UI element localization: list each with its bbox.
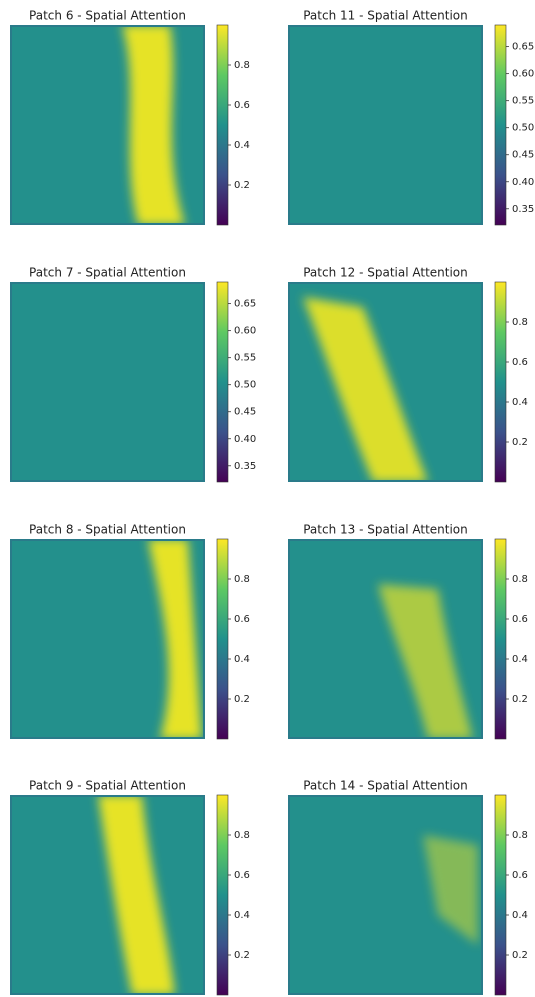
colorbar-tick-label: 0.2 bbox=[512, 437, 528, 448]
panel: Patch 12 - Spatial Attention 0.2 0.4 0.6 0.8 bbox=[288, 266, 528, 483]
heatmap-frame bbox=[288, 25, 483, 225]
colorbar-tick-label: 0.40 bbox=[512, 177, 534, 188]
panel-title: Patch 6 - Spatial Attention bbox=[29, 9, 186, 23]
heatmap-image bbox=[288, 795, 483, 995]
colorbar bbox=[216, 281, 229, 483]
colorbar-tick-label: 0.6 bbox=[234, 614, 250, 625]
panel-title: Patch 12 - Spatial Attention bbox=[303, 266, 468, 280]
heatmap-frame bbox=[10, 795, 205, 995]
panel: Patch 6 - Spatial Attention 0.2 0.4 0.6 0.8 bbox=[10, 9, 250, 226]
colorbar-tick-label: 0.2 bbox=[512, 950, 528, 961]
heatmap-image bbox=[10, 25, 205, 225]
panel: Patch 11 - Spatial Attention 0.35 0.40 0.45… bbox=[288, 9, 534, 226]
heatmap-image bbox=[10, 795, 205, 995]
colorbar-tick-label: 0.2 bbox=[234, 950, 250, 961]
attention-region bbox=[378, 584, 473, 739]
panel: Patch 8 - Spatial Attention 0.2 0.4 0.6 0.8 bbox=[10, 523, 250, 740]
heatmap-image bbox=[10, 539, 205, 739]
attention-region bbox=[423, 835, 478, 945]
colorbar-tick-label: 0.65 bbox=[234, 299, 256, 310]
heatmap-frame bbox=[10, 282, 205, 482]
attention-region bbox=[148, 539, 202, 739]
colorbar-tick-label: 0.8 bbox=[512, 574, 528, 585]
colorbar-tick-label: 0.2 bbox=[234, 694, 250, 705]
colorbar bbox=[494, 794, 507, 996]
colorbar-tick-label: 0.6 bbox=[234, 100, 250, 111]
colorbar bbox=[216, 24, 229, 226]
panel-title: Patch 14 - Spatial Attention bbox=[303, 779, 468, 793]
colorbar-tick-label: 0.55 bbox=[234, 353, 256, 364]
panel-title: Patch 11 - Spatial Attention bbox=[303, 9, 468, 23]
colorbar-tick-label: 0.65 bbox=[512, 42, 534, 53]
colorbar-tick-label: 0.35 bbox=[512, 204, 534, 215]
colorbar-tick-label: 0.4 bbox=[234, 654, 250, 665]
heatmap-frame bbox=[288, 539, 483, 739]
panel: Patch 9 - Spatial Attention 0.2 0.4 0.6 0.8 bbox=[10, 779, 250, 996]
panel-title: Patch 13 - Spatial Attention bbox=[303, 523, 468, 537]
colorbar bbox=[494, 24, 507, 226]
heatmap-image bbox=[10, 282, 205, 482]
heatmap-frame bbox=[288, 282, 483, 482]
colorbar-tick-label: 0.8 bbox=[512, 317, 528, 328]
colorbar-tick-label: 0.6 bbox=[512, 870, 528, 881]
attention-region bbox=[122, 25, 185, 225]
heatmap-background bbox=[288, 25, 483, 225]
colorbar-tick-label: 0.6 bbox=[512, 614, 528, 625]
heatmap-frame bbox=[10, 539, 205, 739]
panel-title: Patch 7 - Spatial Attention bbox=[29, 266, 186, 280]
colorbar-tick-label: 0.45 bbox=[512, 150, 534, 161]
colorbar-tick-label: 0.8 bbox=[512, 830, 528, 841]
colorbar-tick-label: 0.6 bbox=[512, 357, 528, 368]
colorbar-tick-label: 0.2 bbox=[512, 694, 528, 705]
colorbar-tick-label: 0.4 bbox=[512, 397, 528, 408]
colorbar-tick-label: 0.4 bbox=[234, 910, 250, 921]
heatmap-frame bbox=[288, 795, 483, 995]
attention-region bbox=[303, 297, 428, 482]
colorbar bbox=[494, 538, 507, 740]
colorbar-tick-label: 0.55 bbox=[512, 96, 534, 107]
panel-title: Patch 9 - Spatial Attention bbox=[29, 779, 186, 793]
heatmap-background bbox=[10, 282, 205, 482]
colorbar-tick-label: 0.50 bbox=[234, 380, 256, 391]
colorbar-tick-label: 0.4 bbox=[234, 140, 250, 151]
colorbar-tick-label: 0.35 bbox=[234, 461, 256, 472]
colorbar-tick-label: 0.60 bbox=[234, 326, 256, 337]
heatmap-frame bbox=[10, 25, 205, 225]
heatmap-image bbox=[288, 25, 483, 225]
attention-region bbox=[98, 795, 175, 995]
colorbar-tick-label: 0.50 bbox=[512, 123, 534, 134]
colorbar-tick-label: 0.8 bbox=[234, 60, 250, 71]
panel: Patch 14 - Spatial Attention 0.2 0.4 0.6 0.8 bbox=[288, 779, 528, 996]
colorbar bbox=[216, 538, 229, 740]
colorbar-tick-label: 0.40 bbox=[234, 434, 256, 445]
colorbar-tick-label: 0.4 bbox=[512, 654, 528, 665]
colorbar-tick-label: 0.45 bbox=[234, 407, 256, 418]
colorbar-tick-label: 0.4 bbox=[512, 910, 528, 921]
colorbar-tick-label: 0.6 bbox=[234, 870, 250, 881]
colorbar-tick-label: 0.60 bbox=[512, 69, 534, 80]
panel: Patch 13 - Spatial Attention 0.2 0.4 0.6 0.8 bbox=[288, 523, 528, 740]
colorbar-tick-label: 0.8 bbox=[234, 830, 250, 841]
heatmap-image bbox=[288, 539, 483, 739]
colorbar-tick-label: 0.2 bbox=[234, 180, 250, 191]
heatmap-image bbox=[288, 282, 483, 482]
colorbar bbox=[216, 794, 229, 996]
colorbar bbox=[494, 281, 507, 483]
panel-title: Patch 8 - Spatial Attention bbox=[29, 523, 186, 537]
colorbar-tick-label: 0.8 bbox=[234, 574, 250, 585]
panel: Patch 7 - Spatial Attention 0.35 0.40 0.45 0… bbox=[10, 266, 256, 483]
